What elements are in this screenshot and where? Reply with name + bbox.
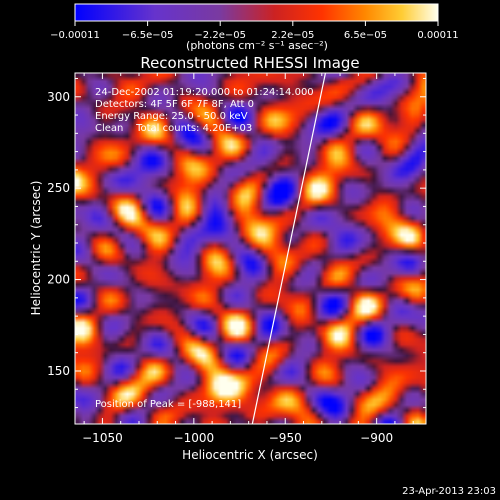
y-tick-label: 250 <box>47 181 70 195</box>
y-tick-label: 300 <box>47 90 70 104</box>
y-tick-label: 150 <box>47 364 70 378</box>
colorbar-tick-label: −0.00011 <box>50 30 100 41</box>
chart-title: Reconstructed RHESSI Image <box>140 54 359 72</box>
x-axis-ticks: −1050 −1000 −950 −900 <box>82 73 414 445</box>
y-axis-label: Heliocentric Y (arcsec) <box>29 181 43 316</box>
x-tick-label: −1050 <box>82 431 123 445</box>
colorbar-tick-label: −6.5e−05 <box>122 30 174 41</box>
colorbar-tick-label: 6.5e−05 <box>344 30 387 41</box>
y-tick-label: 200 <box>47 273 70 287</box>
plot-frame <box>74 72 427 425</box>
x-tick-label: −1000 <box>174 431 215 445</box>
colorbar-ticks: −0.00011 −6.5e−05 −2.2e−05 2.2e−05 6.5e−05 0.… <box>50 21 459 41</box>
colorbar-tick-label: 2.2e−05 <box>271 30 314 41</box>
annotation-detectors: Detectors: 4F 5F 6F 7F 8F, Att 0 <box>95 99 254 110</box>
timestamp: 23-Apr-2013 23:03 <box>402 486 496 497</box>
colorbar <box>74 3 439 22</box>
x-tick-label: −950 <box>269 431 302 445</box>
annotation-energy: Energy Range: 25.0 - 50.0 keV <box>95 111 248 122</box>
colorbar-units: (photons cm⁻² s⁻¹ asec⁻²) <box>186 39 328 52</box>
peak-label: Position of Peak = [-988,141] <box>95 399 241 410</box>
limb-line <box>251 73 327 424</box>
annotation-time: 24-Dec-2002 01:19:20.000 to 01:24:14.000 <box>95 87 314 98</box>
x-tick-label: −900 <box>360 431 393 445</box>
heatmap-image <box>75 73 426 424</box>
colorbar-tick-label: −2.2e−05 <box>194 30 246 41</box>
x-axis-label: Heliocentric X (arcsec) <box>182 448 318 462</box>
annotation-counts: Clean Total counts: 4.20E+03 <box>95 123 252 134</box>
y-axis-ticks: 150 200 250 300 <box>47 77 426 409</box>
colorbar-tick-label: 0.00011 <box>417 30 458 41</box>
